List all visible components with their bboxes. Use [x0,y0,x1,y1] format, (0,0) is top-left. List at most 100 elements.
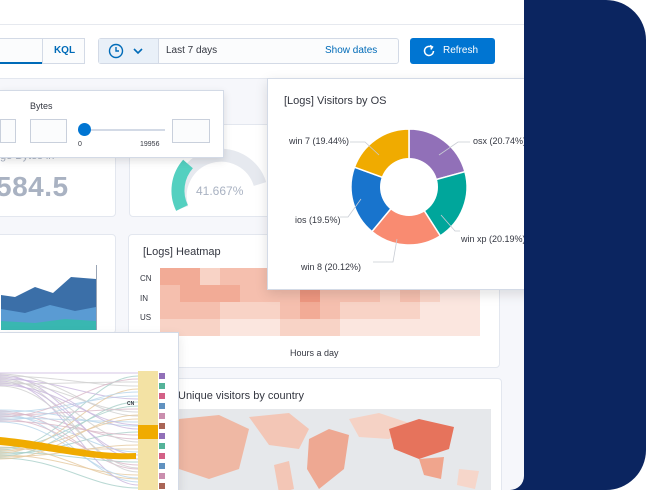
range-slider-thumb[interactable] [78,123,91,136]
heatmap-title: [Logs] Heatmap [143,246,221,258]
sankey-node [159,413,165,419]
sankey-panel: CN [0,332,179,490]
heatmap-cell [460,302,480,319]
heatmap-cell [200,285,220,302]
sankey-link [0,410,139,470]
sankey-node [159,393,165,399]
world-map [179,409,491,490]
sankey-link [0,457,139,489]
heatmap-cell [360,319,380,336]
heatmap-cell [180,302,200,319]
sankey-link [0,381,139,413]
sankey-link [0,418,139,452]
quick-menu-button[interactable] [99,39,159,63]
sankey-node [159,423,165,429]
heatmap-cell [220,302,240,319]
heatmap-cell [360,302,380,319]
gauge-value: 41.667% [196,184,244,198]
heatmap-cell [280,319,300,336]
sankey-node [159,403,165,409]
heatmap-cell [260,302,280,319]
visitors-by-os-panel: [Logs] Visitors by OS osx (20.74%) win x… [267,78,524,290]
refresh-button[interactable]: Refresh [410,38,495,64]
pie-label-ios: ios (19.5%) [295,215,341,225]
sankey-link [0,388,139,454]
area-chart-panel [0,234,116,334]
sankey-link [0,385,139,469]
heatmap-cell [180,285,200,302]
show-dates-link[interactable]: Show dates [325,45,378,56]
sankey-chart [0,371,165,490]
heatmap-row-cn: CN [140,274,152,283]
pie-title: [Logs] Visitors by OS [284,95,387,107]
heatmap-cell [220,285,240,302]
refresh-icon [423,44,435,57]
chevron-down-icon [133,48,143,55]
date-range-text[interactable]: Last 7 days [166,45,218,56]
query-focus-underline [0,62,42,64]
pie-label-win7: win 7 (19.44%) [289,136,350,146]
heatmap-cell [160,319,180,336]
heatmap-cell [220,319,240,336]
bytes-min-field[interactable] [0,119,16,143]
heatmap-cell [400,302,420,319]
sankey-link [0,373,139,417]
heatmap-cell [380,319,400,336]
bytes-min-input[interactable] [30,119,67,143]
heatmap-x-label: Hours a day [290,348,339,358]
heatmap-cell [320,302,340,319]
heatmap-cell [220,268,240,285]
sankey-link [0,418,139,466]
heatmap-cell [460,319,480,336]
pie-label-win8: win 8 (20.12%) [301,262,362,272]
sankey-link [0,414,139,460]
bytes-max-input[interactable] [172,119,210,143]
sankey-link [0,431,139,455]
bytes-label: Bytes [30,101,53,111]
sankey-link [0,420,139,436]
sankey-link [0,413,139,483]
heatmap-cell [200,302,220,319]
sankey-node [159,433,165,439]
heatmap-cell [180,268,200,285]
sankey-link [0,401,139,457]
date-picker[interactable]: Last 7 days Show dates [98,38,399,64]
sankey-link [0,382,139,456]
heatmap-cell [160,268,180,285]
area-chart [1,265,97,330]
pie-slice[interactable] [370,185,442,246]
sankey-link [0,384,139,426]
heatmap-cell [260,319,280,336]
heatmap-cell [160,302,180,319]
refresh-label: Refresh [443,45,479,56]
top-bar: KQL Last 7 days Show dates Refresh [0,0,524,79]
sankey-node [159,383,165,389]
sankey-link [0,417,139,423]
range-slider-track[interactable] [85,129,165,131]
sankey-link [0,391,139,421]
query-input[interactable]: KQL [0,38,85,64]
sankey-link [0,379,139,443]
metric-value: 584.5 [0,171,69,202]
sankey-link [0,408,139,416]
heatmap-cell [340,319,360,336]
heatmap-cell [340,302,360,319]
sankey-node-label: CN [127,401,135,407]
sankey-link [0,412,139,440]
heatmap-cell [240,319,260,336]
heatmap-row-us: US [140,313,152,322]
heatmap-cell [400,319,420,336]
kql-toggle-button[interactable]: KQL [42,39,86,63]
clock-icon [108,43,143,59]
sankey-link [0,375,139,387]
heatmap-cell [420,319,440,336]
sankey-link [0,378,139,400]
heatmap-cell [200,268,220,285]
sankey-node [159,443,165,449]
sankey-node [159,453,165,459]
sankey-link [0,415,139,453]
heatmap-cell [180,319,200,336]
heatmap-cell [440,319,460,336]
heatmap-cell [200,319,220,336]
heatmap-cell [240,268,260,285]
